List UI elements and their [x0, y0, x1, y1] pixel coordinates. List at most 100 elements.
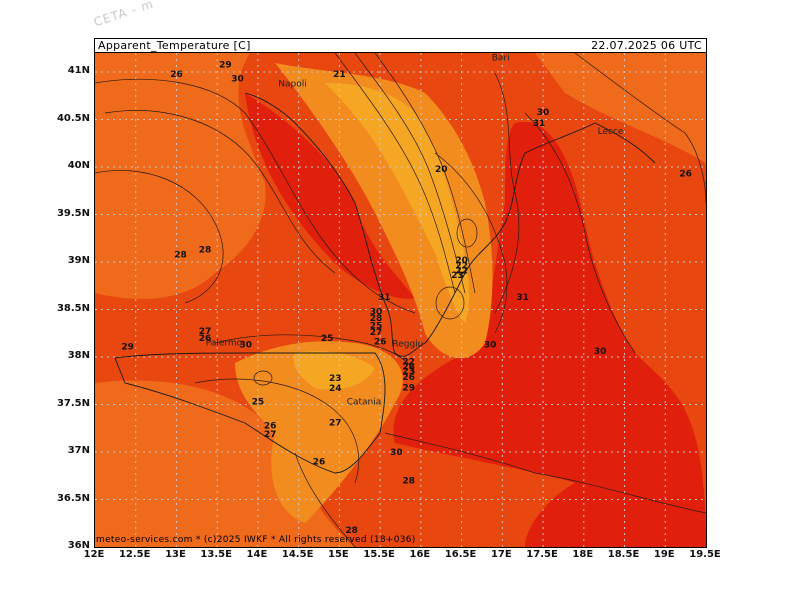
isoline-3: [95, 170, 224, 304]
lat-tick-label: 40.5N: [56, 112, 90, 124]
city-label-catania: Catania: [347, 398, 382, 408]
contour-value-label: 30: [484, 341, 497, 351]
band-light-orange-sicily: [235, 341, 403, 523]
lon-tick-label: 19.5E: [689, 549, 721, 560]
contour-value-label: 27: [199, 327, 212, 337]
isoline-6: [374, 53, 476, 294]
band-red-ionian: [393, 121, 706, 547]
contour-value-label: 26: [679, 170, 692, 180]
lat-tick-label: 37.5N: [56, 397, 90, 409]
contour-value-label: 22: [455, 262, 468, 272]
contour-value-label: 30: [231, 75, 244, 85]
lon-tick-label: 17E: [490, 549, 512, 560]
contour-value-label: 21: [333, 70, 346, 80]
city-label-palermo: Palermo: [206, 339, 243, 349]
lat-lon-grid: [95, 53, 706, 547]
variable-title: Apparent_Temperature [C]: [98, 39, 251, 52]
city-labels: Napoli Bari Lecce Palermo Catania Reggio: [206, 54, 624, 408]
lat-tick-label: 40N: [67, 160, 90, 171]
city-label-reggio: Reggio: [392, 340, 423, 350]
isoline-12: [384, 432, 706, 514]
lon-tick-label: 19E: [653, 549, 675, 560]
contour-value-label: 30: [594, 347, 607, 357]
contour-value-label: 23: [451, 271, 464, 281]
contour-value-label: 22: [402, 358, 415, 368]
contour-value-label: 27: [264, 430, 277, 440]
contour-value-label: 31: [516, 293, 529, 303]
contour-value-label: 31: [533, 119, 546, 129]
contour-value-label: 26: [199, 334, 212, 344]
lon-tick-label: 17.5E: [526, 549, 558, 560]
lon-tick-label: 16E: [409, 549, 431, 560]
contour-value-label: 24: [329, 384, 342, 394]
contour-value-label: 28: [402, 362, 415, 372]
contour-value-label: 20: [455, 256, 468, 266]
contour-value-label: 28: [402, 476, 415, 486]
isoline-4: [334, 53, 456, 294]
city-label-lecce: Lecce: [598, 127, 624, 137]
contour-value-label: 26: [264, 421, 277, 431]
lon-tick-label: 18.5E: [607, 549, 640, 560]
contour-value-label: 30: [370, 307, 383, 317]
coastline-italy: [244, 92, 656, 357]
contour-value-label: 29: [402, 383, 415, 393]
contour-value-label: 29: [219, 60, 232, 70]
contour-value-label: 23: [402, 367, 415, 377]
isoline-10: [214, 334, 416, 374]
lon-tick-label: 16.5E: [444, 549, 477, 560]
contour-value-label: 30: [537, 108, 550, 118]
contour-value-label: 28: [345, 526, 358, 536]
contour-value-label: 28: [370, 314, 383, 324]
contour-value-label: 30: [390, 448, 403, 458]
contour-value-label: 26: [374, 338, 387, 348]
lon-tick-label: 13.5E: [200, 549, 232, 560]
isoline-13: [294, 452, 356, 547]
lat-tick-label: 38N: [67, 350, 90, 361]
lon-tick-label: 14.5E: [281, 549, 314, 560]
isoline-9: [574, 53, 706, 204]
contour-value-label: 30: [239, 341, 252, 351]
valid-time: 22.07.2025 06 UTC: [591, 39, 702, 52]
contour-value-label: 27: [329, 418, 342, 428]
lat-tick-label: 38.5N: [56, 302, 90, 314]
isoline-5: [354, 53, 466, 294]
contour-value-label: 25: [252, 398, 265, 408]
lon-tick-label: 15.5E: [363, 549, 395, 560]
band-light-orange-calabria: [275, 63, 493, 359]
band-orange-west: [95, 53, 266, 299]
city-label-napoli: Napoli: [278, 79, 306, 89]
contour-value-label: 27: [370, 328, 383, 338]
isoline-2: [104, 110, 336, 274]
contour-value-label: 26: [170, 70, 183, 80]
lat-tick-label: 39N: [67, 255, 90, 266]
lon-tick-label: 15E: [328, 549, 349, 560]
map-area: 29 26 30 21 30 31 20 26 28 28 20 22 22 23 31 31 30 28 25 27…: [94, 52, 707, 548]
contour-value-label: 28: [174, 250, 187, 260]
isoline-peak-etna: [253, 370, 273, 386]
lon-tick-label: 18E: [572, 549, 594, 560]
contour-value-label: 22: [455, 266, 468, 276]
isoline-peak-aspromonte: [435, 286, 465, 320]
isoline-7: [494, 72, 520, 314]
contour-value-label: 26: [313, 457, 326, 467]
contour-value-label: 23: [329, 374, 342, 384]
isolines: [95, 53, 706, 547]
copyright-footer: meteo-services.com * (c)2025 IWKF * All …: [96, 535, 416, 545]
coastlines: [114, 92, 656, 474]
lon-tick-label: 14E: [246, 549, 268, 560]
isoline-peak-sila: [456, 218, 478, 248]
contour-value-label: 26: [402, 373, 415, 383]
lat-tick-label: 39.5N: [56, 207, 90, 219]
band-yellow-etna: [293, 351, 375, 390]
contour-value-label: 31: [378, 293, 391, 303]
lat-tick-label: 41N: [67, 65, 90, 76]
contour-value-label: 25: [321, 334, 334, 344]
isoline-11: [194, 378, 359, 484]
lon-tick-label: 12E: [83, 549, 105, 560]
band-red-tyrrhenian: [245, 93, 415, 299]
contour-value-label: 29: [121, 342, 134, 352]
city-label-bari: Bari: [492, 54, 510, 64]
